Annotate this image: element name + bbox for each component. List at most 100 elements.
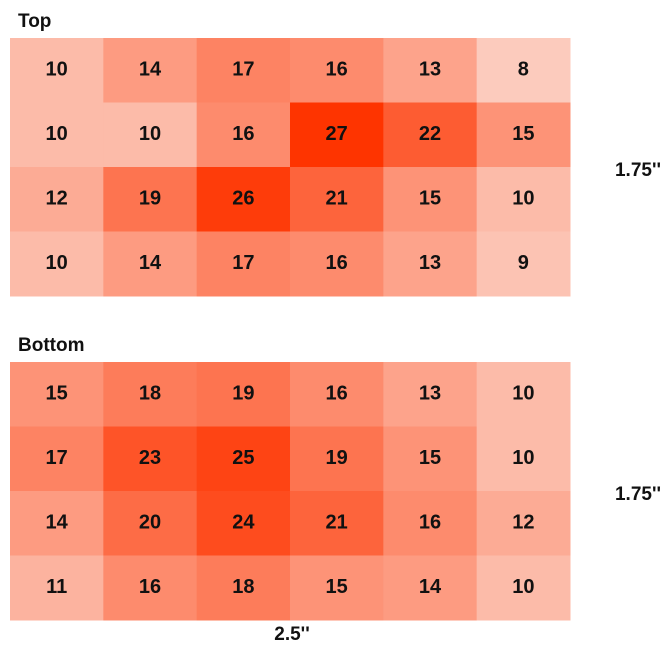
cell-value: 15 (46, 383, 68, 405)
cell-value: 19 (326, 447, 348, 469)
heat-cell (10, 167, 104, 232)
cell-value: 14 (139, 59, 162, 81)
heat-cell (476, 102, 571, 168)
cell-value: 10 (46, 59, 68, 81)
cell-value: 14 (419, 576, 442, 598)
heat-cell (196, 231, 291, 297)
cell-value: 8 (518, 59, 529, 81)
heat-cell (476, 426, 571, 492)
cell-value: 18 (139, 383, 161, 405)
heat-cell (476, 491, 571, 556)
cell-value: 15 (326, 576, 348, 598)
heat-cell (10, 362, 104, 427)
heat-cell (476, 555, 571, 621)
cell-value: 14 (139, 252, 162, 274)
cell-value: 16 (326, 252, 348, 274)
heat-cell (10, 231, 104, 297)
heat-cell (10, 491, 104, 556)
cell-value: 10 (512, 383, 534, 405)
cell-value: 9 (518, 252, 529, 274)
cell-value: 25 (232, 447, 254, 469)
heat-cell (103, 102, 198, 168)
cell-value: 11 (46, 576, 67, 598)
panel-title: Top (18, 11, 51, 32)
heat-cell (290, 362, 384, 427)
heat-cell (196, 38, 291, 103)
cell-value: 16 (232, 123, 254, 145)
cell-value: 13 (419, 59, 441, 81)
cell-value: 16 (326, 59, 348, 81)
cell-value: 13 (419, 383, 441, 405)
heat-cell (103, 38, 198, 103)
cell-value: 24 (232, 512, 255, 534)
cell-value: 10 (512, 188, 534, 210)
cell-value: 10 (512, 447, 534, 469)
heat-cell (103, 231, 198, 297)
heat-cell (103, 426, 198, 492)
heat-cell (10, 102, 104, 168)
heat-cell (290, 426, 384, 492)
heat-cell (383, 102, 478, 168)
heat-cell (290, 38, 384, 103)
heat-cell (290, 231, 384, 297)
width-dimension-label: 2.5'' (274, 624, 309, 645)
heat-cell (290, 555, 384, 621)
cell-value: 22 (419, 123, 441, 145)
heat-cell (10, 555, 104, 621)
side-dimension-label: 1.75'' (615, 160, 661, 181)
cell-value: 19 (232, 383, 254, 405)
cell-value: 23 (139, 447, 161, 469)
heat-cell (383, 231, 478, 297)
cell-value: 21 (326, 188, 348, 210)
cell-value: 15 (419, 188, 441, 210)
heat-cell (476, 38, 571, 103)
heat-cell (476, 231, 571, 297)
heat-cell (383, 555, 478, 621)
cell-value: 13 (419, 252, 441, 274)
heat-cell (10, 426, 104, 492)
side-dimension-label: 1.75'' (615, 484, 661, 505)
cell-value: 27 (326, 123, 348, 145)
heat-cell (290, 491, 384, 556)
cell-value: 16 (419, 512, 441, 534)
cell-value: 21 (326, 512, 348, 534)
cell-value: 12 (46, 188, 68, 210)
cell-value: 10 (512, 576, 534, 598)
cell-value: 19 (139, 188, 161, 210)
heat-cell (290, 102, 384, 168)
heat-cell (196, 426, 291, 492)
heat-cell (383, 38, 478, 103)
cell-value: 10 (46, 252, 68, 274)
panel-title: Bottom (18, 335, 84, 356)
heat-cell (196, 362, 291, 427)
cell-value: 16 (139, 576, 161, 598)
cell-value: 10 (46, 123, 68, 145)
heat-cell (196, 167, 291, 232)
cell-value: 10 (139, 123, 161, 145)
cell-value: 15 (512, 123, 534, 145)
heat-cell (383, 167, 478, 232)
heat-cell (290, 167, 384, 232)
heat-cell (383, 362, 478, 427)
heat-cell (383, 491, 478, 556)
cell-value: 17 (46, 447, 68, 469)
heat-cell (196, 102, 291, 168)
cell-value: 17 (232, 59, 254, 81)
heat-cell (196, 491, 291, 556)
cell-value: 15 (419, 447, 441, 469)
heat-cell (10, 38, 104, 103)
cell-value: 26 (232, 188, 254, 210)
heat-cell (383, 426, 478, 492)
heat-cell (103, 362, 198, 427)
cell-value: 20 (139, 512, 161, 534)
cell-value: 18 (232, 576, 254, 598)
heat-cell (476, 167, 571, 232)
cell-value: 14 (46, 512, 69, 534)
cell-value: 12 (512, 512, 534, 534)
cell-value: 17 (232, 252, 254, 274)
heat-cell (103, 167, 198, 232)
heat-cell (476, 362, 571, 427)
heat-cell (196, 555, 291, 621)
cell-value: 16 (326, 383, 348, 405)
